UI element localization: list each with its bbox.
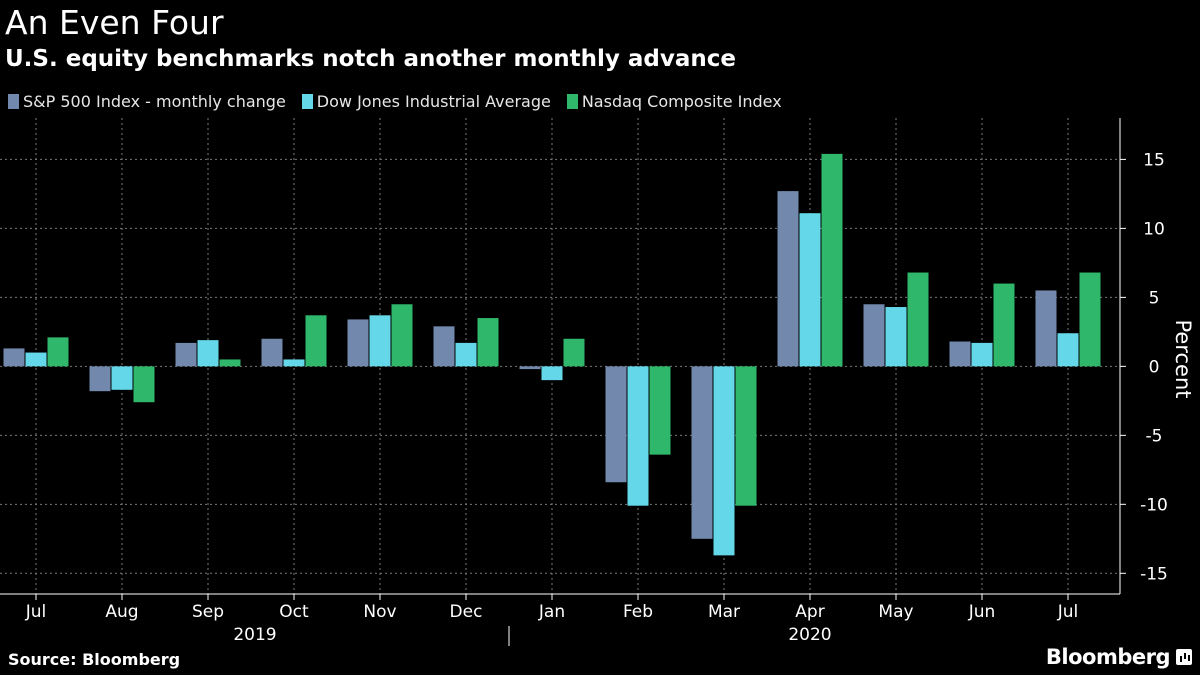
source-note: Source: Bloomberg [8, 650, 181, 669]
y-tick-label: -10 [1140, 495, 1168, 515]
bar-sp500 [863, 304, 885, 367]
chart-subtitle: U.S. equity benchmarks notch another mon… [5, 46, 737, 72]
bar-dow [713, 366, 735, 556]
bar-sp500 [519, 366, 541, 370]
bar-dow [197, 340, 219, 367]
chart-title: An Even Four [5, 3, 224, 42]
bar-sp500 [691, 366, 713, 539]
bar-nasdaq [993, 283, 1015, 367]
brand-logo-text: Bloomberg [1045, 645, 1171, 669]
bar-sp500 [89, 366, 111, 392]
y-tick-label: -5 [1146, 426, 1163, 446]
legend-label-dow: Dow Jones Industrial Average [316, 91, 551, 111]
x-tick-label: Feb [623, 602, 653, 622]
bar-sp500 [175, 342, 197, 367]
x-tick-label: Sep [192, 602, 224, 622]
bar-dow [111, 366, 133, 390]
bar-dow [627, 366, 649, 506]
bar-nasdaq [133, 366, 155, 403]
year-label-2019: 2019 [233, 625, 276, 645]
x-tick-label: Jan [538, 602, 565, 622]
chart-legend: S&P 500 Index - monthly change Dow Jones… [8, 90, 798, 112]
bar-dow [283, 359, 305, 367]
bar-nasdaq [649, 366, 671, 455]
x-tick-label: Jul [25, 602, 47, 622]
bar-sp500 [1035, 290, 1057, 367]
legend-item-dow: Dow Jones Industrial Average [301, 91, 551, 111]
bar-sp500 [347, 319, 369, 367]
y-tick-label: -15 [1140, 564, 1168, 584]
x-tick-label: Oct [279, 602, 309, 622]
bar-nasdaq [391, 304, 413, 367]
y-tick-label: 10 [1143, 219, 1165, 239]
x-tick-label: May [878, 602, 913, 622]
legend-item-sp500: S&P 500 Index - monthly change [8, 92, 286, 111]
bar-nasdaq [305, 315, 327, 367]
legend-swatch-sp500 [8, 93, 19, 109]
bar-nasdaq [821, 153, 843, 367]
legend-label-nasdaq: Nasdaq Composite Index [581, 91, 782, 111]
bloomberg-brand: Bloomberg [1046, 645, 1192, 669]
bar-chart-icon [1176, 649, 1192, 665]
bar-nasdaq [219, 359, 241, 367]
x-tick-label: Mar [708, 602, 740, 622]
bar-nasdaq [735, 366, 757, 506]
bar-dow [541, 366, 563, 381]
legend-item-nasdaq: Nasdaq Composite Index [566, 91, 782, 111]
bar-dow [369, 315, 391, 367]
labels-layer: 15 10 5 0 -5 -10 -15 Jul Aug Sep Oct Nov Dec Jan Feb Ma… [25, 150, 1195, 645]
bar-sp500 [433, 326, 455, 367]
y-tick-label: 15 [1143, 150, 1165, 170]
y-tick-label: 5 [1149, 288, 1160, 308]
bar-dow [885, 307, 907, 367]
x-tick-label: Aug [105, 602, 138, 622]
bar-nasdaq [907, 272, 929, 367]
bar-dow [1057, 333, 1079, 367]
bar-nasdaq [1079, 272, 1101, 367]
bar-sp500 [605, 366, 627, 483]
bar-nasdaq [47, 337, 69, 367]
bar-dow [799, 213, 821, 367]
bar-dow [455, 342, 477, 367]
axis-layer [0, 118, 1126, 646]
x-tick-label: Nov [363, 602, 396, 622]
legend-label-sp500: S&P 500 Index - monthly change [23, 91, 286, 111]
x-tick-label: Jun [968, 602, 996, 622]
x-tick-label: Dec [450, 602, 483, 622]
bar-sp500 [261, 338, 283, 367]
bar-sp500 [777, 191, 799, 367]
legend-swatch-nasdaq [566, 93, 578, 109]
grid-layer [0, 118, 1120, 594]
x-tick-label: Jul [1057, 602, 1079, 622]
year-label-2020: 2020 [788, 625, 831, 645]
bars-layer [3, 153, 1101, 556]
bar-nasdaq [563, 338, 585, 367]
bar-dow [971, 342, 993, 367]
y-axis-title: Percent [1171, 319, 1195, 398]
bar-sp500 [3, 348, 25, 367]
bar-nasdaq [477, 318, 499, 367]
x-tick-label: Apr [795, 602, 824, 622]
legend-swatch-dow [301, 93, 313, 109]
bar-dow [25, 352, 47, 367]
bar-sp500 [949, 341, 971, 367]
y-tick-label: 0 [1149, 357, 1160, 377]
